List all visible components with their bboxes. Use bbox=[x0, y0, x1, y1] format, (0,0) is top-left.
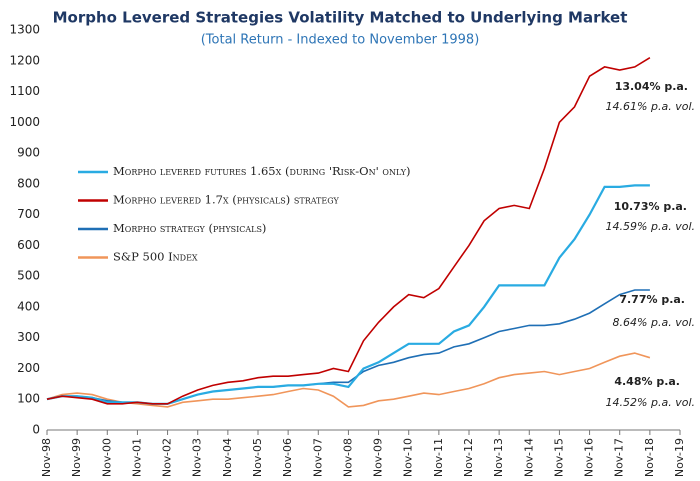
y-tick-label: 800 bbox=[17, 176, 40, 190]
x-tick-label: Nov-11 bbox=[432, 438, 445, 477]
y-tick-label: 300 bbox=[17, 330, 40, 344]
x-tick-label: Nov-15 bbox=[552, 438, 565, 477]
annotation: 14.59% p.a. vol. bbox=[606, 220, 695, 233]
annotation: 7.77% p.a. bbox=[619, 293, 685, 306]
annotation: 14.61% p.a. vol. bbox=[606, 100, 695, 113]
x-tick-label: Nov-13 bbox=[492, 438, 505, 477]
y-tick-label: 1300 bbox=[9, 23, 40, 37]
y-tick-label: 100 bbox=[17, 392, 40, 406]
y-tick-label: 200 bbox=[17, 361, 40, 375]
y-tick-label: 400 bbox=[17, 299, 40, 313]
legend-label: Morpho levered 1.7x (physicals) strategy bbox=[113, 193, 339, 207]
x-tick-label: Nov-10 bbox=[402, 438, 415, 477]
x-tick-label: Nov-03 bbox=[191, 438, 204, 477]
x-tick-label: Nov-14 bbox=[522, 438, 535, 477]
y-tick-label: 900 bbox=[17, 146, 40, 160]
y-tick-label: 700 bbox=[17, 207, 40, 221]
x-tick-label: Nov-05 bbox=[251, 438, 264, 477]
x-tick-label: Nov-98 bbox=[40, 438, 53, 477]
y-tick-label: 1100 bbox=[9, 84, 40, 98]
x-tick-label: Nov-17 bbox=[613, 438, 626, 477]
x-tick-label: Nov-07 bbox=[311, 438, 324, 477]
x-tick-label: Nov-19 bbox=[673, 438, 686, 477]
chart-title: Morpho Levered Strategies Volatility Mat… bbox=[53, 9, 628, 27]
legend-label: S&P 500 Index bbox=[113, 250, 198, 264]
annotation: 8.64% p.a. vol. bbox=[613, 316, 695, 329]
y-tick-label: 0 bbox=[32, 423, 40, 437]
y-tick-label: 600 bbox=[17, 238, 40, 252]
series-line bbox=[46, 352, 651, 408]
annotation: 13.04% p.a. bbox=[615, 80, 688, 93]
x-tick-label: Nov-01 bbox=[130, 438, 143, 477]
y-tick-label: 1200 bbox=[9, 53, 40, 67]
x-tick-label: Nov-18 bbox=[643, 438, 656, 477]
y-tick-label: 500 bbox=[17, 269, 40, 283]
y-tick-label: 1000 bbox=[9, 115, 40, 129]
x-tick-label: Nov-99 bbox=[70, 438, 83, 477]
x-tick-label: Nov-06 bbox=[281, 438, 294, 477]
legend-label: Morpho strategy (physicals) bbox=[113, 221, 266, 235]
x-tick-label: Nov-08 bbox=[341, 438, 354, 477]
annotation: 4.48% p.a. bbox=[614, 375, 680, 388]
series-line bbox=[46, 57, 651, 405]
chart-subtitle: (Total Return - Indexed to November 1998… bbox=[201, 33, 480, 48]
x-tick-label: Nov-00 bbox=[100, 438, 113, 477]
legend-label: Morpho levered futures 1.65x (during 'Ri… bbox=[113, 164, 411, 178]
x-tick-label: Nov-02 bbox=[161, 438, 174, 477]
x-tick-label: Nov-04 bbox=[221, 438, 234, 477]
x-tick-label: Nov-12 bbox=[462, 438, 475, 477]
annotation: 14.52% p.a. vol. bbox=[606, 396, 695, 409]
x-tick-label: Nov-09 bbox=[372, 438, 385, 477]
x-tick-label: Nov-16 bbox=[583, 438, 596, 477]
annotation: 10.73% p.a. bbox=[614, 200, 687, 213]
